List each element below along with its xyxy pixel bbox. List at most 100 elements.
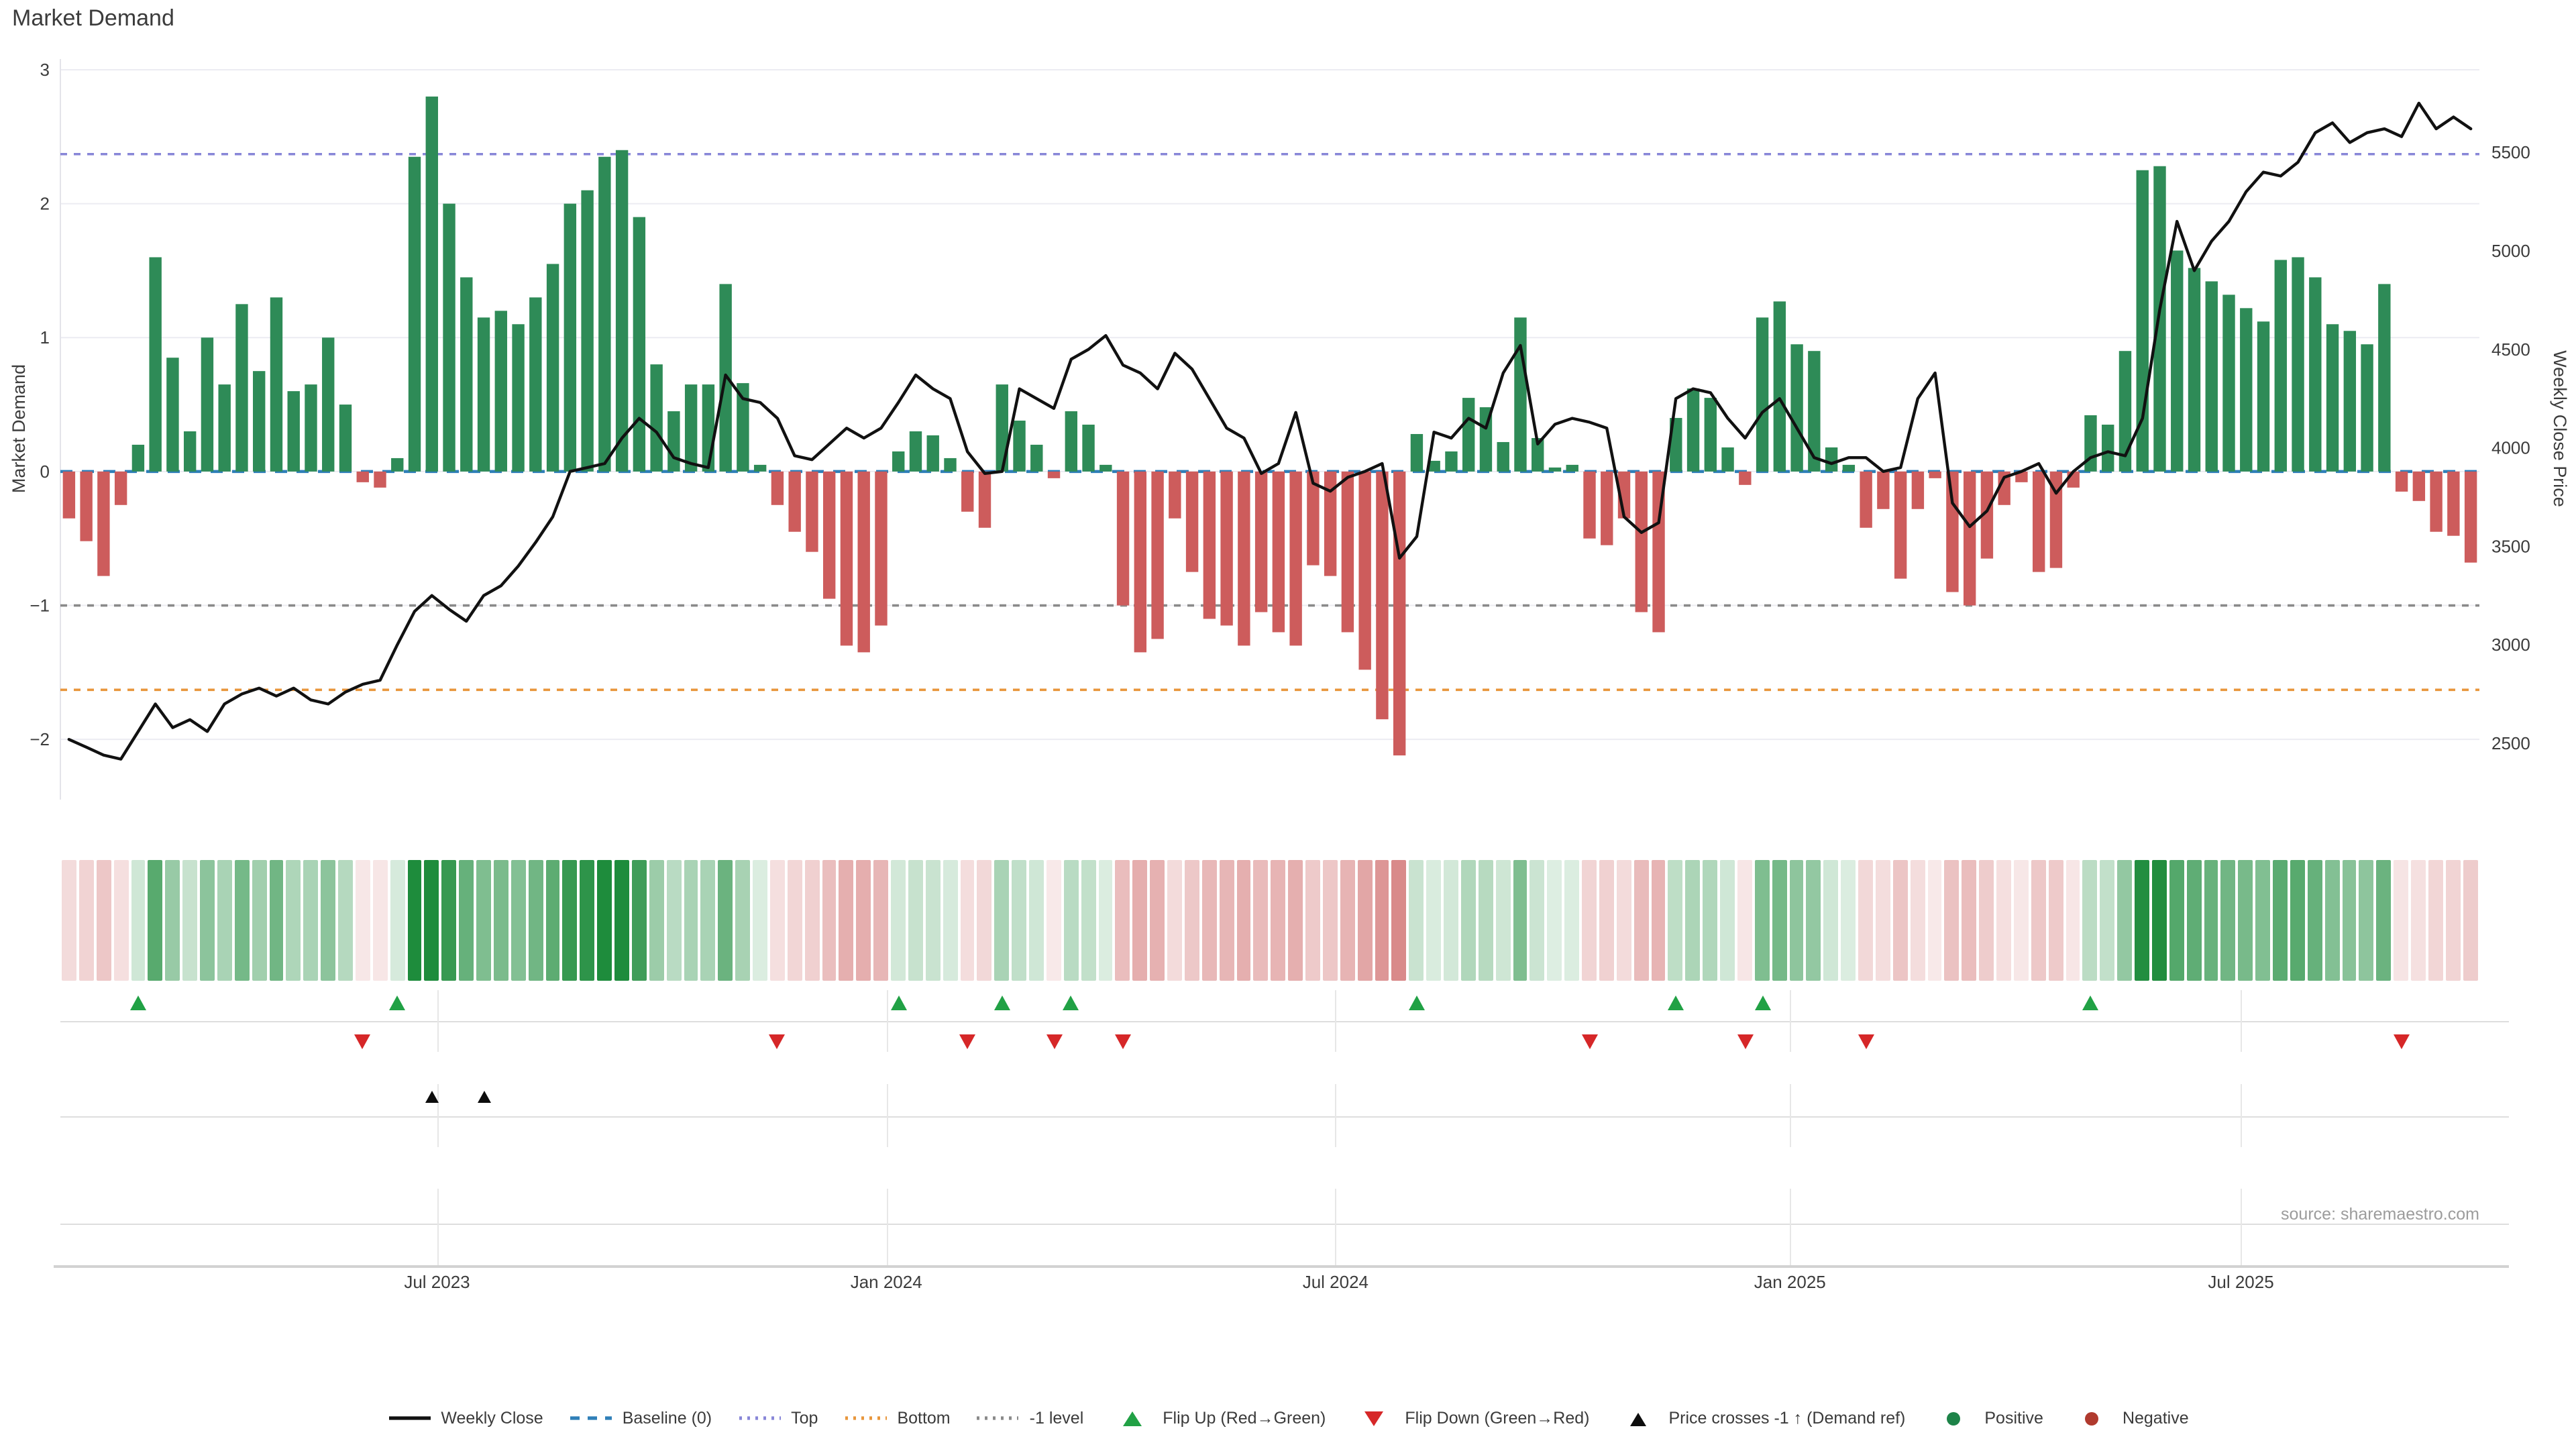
heat-cell[interactable]: [493, 860, 508, 981]
flip-up-marker[interactable]: [890, 996, 907, 1010]
heat-cell[interactable]: [2065, 860, 2080, 981]
demand-bar[interactable]: [667, 411, 680, 472]
demand-bar[interactable]: [1393, 471, 1406, 756]
heat-cell[interactable]: [1046, 860, 1061, 981]
demand-bar[interactable]: [996, 384, 1008, 472]
demand-bar[interactable]: [2447, 471, 2460, 536]
demand-bar[interactable]: [322, 337, 335, 472]
demand-bar[interactable]: [1548, 467, 1562, 472]
heat-cell[interactable]: [718, 860, 733, 981]
heat-cell[interactable]: [2238, 860, 2253, 981]
heat-cell[interactable]: [390, 860, 405, 981]
demand-bar[interactable]: [1583, 471, 1596, 539]
heat-cell[interactable]: [2342, 860, 2357, 981]
heat-cell[interactable]: [1322, 860, 1338, 981]
demand-bar[interactable]: [737, 383, 749, 472]
heat-cell[interactable]: [1772, 860, 1786, 981]
heat-cell[interactable]: [700, 860, 716, 981]
demand-bar[interactable]: [1911, 471, 1925, 509]
demand-bar[interactable]: [633, 217, 646, 472]
heat-cell[interactable]: [753, 860, 767, 981]
demand-bar[interactable]: [1428, 460, 1440, 472]
heat-cell[interactable]: [1616, 860, 1631, 981]
heat-cell[interactable]: [769, 860, 785, 981]
demand-bar[interactable]: [2309, 277, 2322, 472]
heat-cell[interactable]: [1668, 860, 1683, 981]
heat-cell[interactable]: [1529, 860, 1545, 981]
demand-bar[interactable]: [2102, 425, 2114, 472]
heat-cell[interactable]: [424, 860, 439, 981]
demand-bar[interactable]: [460, 277, 473, 472]
heat-cell[interactable]: [78, 860, 94, 981]
heat-cell[interactable]: [1892, 860, 1908, 981]
demand-bar[interactable]: [875, 471, 888, 626]
demand-bar[interactable]: [1756, 317, 1769, 472]
heat-cell[interactable]: [62, 860, 76, 981]
demand-bar[interactable]: [1254, 471, 1268, 612]
heat-cell[interactable]: [1184, 860, 1199, 981]
demand-bar[interactable]: [1601, 471, 1613, 545]
demand-bar[interactable]: [443, 203, 455, 472]
heat-cell[interactable]: [1823, 860, 1839, 981]
demand-bar[interactable]: [1358, 471, 1371, 670]
demand-bar[interactable]: [857, 471, 870, 653]
demand-bar[interactable]: [702, 384, 715, 472]
heat-cell[interactable]: [2255, 860, 2270, 981]
demand-bar[interactable]: [201, 337, 214, 472]
heat-cell[interactable]: [631, 860, 647, 981]
demand-bar[interactable]: [1514, 317, 1527, 472]
heat-cell[interactable]: [1996, 860, 2011, 981]
heat-cell[interactable]: [925, 860, 941, 981]
demand-bar[interactable]: [1963, 471, 1976, 606]
heat-cell[interactable]: [1858, 860, 1873, 981]
heat-cell[interactable]: [1444, 860, 1458, 981]
heat-cell[interactable]: [597, 860, 612, 981]
heat-cell[interactable]: [1547, 860, 1562, 981]
demand-bar[interactable]: [1376, 471, 1389, 720]
flip-down-marker[interactable]: [959, 1034, 976, 1049]
demand-bar[interactable]: [1670, 418, 1682, 472]
legend-item-1-level[interactable]: -1 level: [976, 1409, 1083, 1428]
heat-cell[interactable]: [1098, 860, 1113, 981]
heat-cell[interactable]: [2273, 860, 2288, 981]
demand-bar[interactable]: [650, 364, 663, 472]
heat-cell[interactable]: [234, 860, 250, 981]
heat-cell[interactable]: [1253, 860, 1269, 981]
heat-cell[interactable]: [1685, 860, 1701, 981]
heat-cell[interactable]: [441, 860, 457, 981]
heat-cell[interactable]: [977, 860, 992, 981]
flip-up-marker[interactable]: [1754, 996, 1771, 1010]
heat-cell[interactable]: [908, 860, 923, 981]
demand-bar[interactable]: [806, 471, 818, 552]
demand-bar[interactable]: [581, 190, 594, 472]
demand-bar[interactable]: [2032, 471, 2045, 572]
demand-bar[interactable]: [1445, 451, 1458, 472]
demand-bar[interactable]: [1203, 471, 1216, 619]
price-cross-marker[interactable]: [477, 1091, 491, 1103]
heat-cell[interactable]: [994, 860, 1010, 981]
heat-cell[interactable]: [839, 860, 854, 981]
demand-bar[interactable]: [2361, 344, 2373, 472]
heat-cell[interactable]: [2445, 860, 2461, 981]
demand-bar[interactable]: [1652, 471, 1665, 633]
demand-bar[interactable]: [1116, 471, 1130, 606]
demand-bar[interactable]: [477, 317, 490, 472]
heat-cell[interactable]: [303, 860, 319, 981]
demand-bar[interactable]: [408, 156, 421, 472]
demand-bar[interactable]: [374, 471, 386, 488]
heat-cell[interactable]: [459, 860, 474, 981]
demand-bar[interactable]: [2171, 250, 2184, 472]
demand-bar[interactable]: [1099, 464, 1112, 472]
legend-item-negative[interactable]: Negative: [2069, 1409, 2189, 1428]
heat-cell[interactable]: [1391, 860, 1407, 981]
heat-cell[interactable]: [1599, 860, 1614, 981]
heat-cell[interactable]: [1564, 860, 1579, 981]
heat-cell[interactable]: [1063, 860, 1079, 981]
heat-cell[interactable]: [891, 860, 906, 981]
heat-cell[interactable]: [2135, 860, 2149, 981]
demand-bar[interactable]: [1739, 471, 1752, 485]
heat-cell[interactable]: [113, 860, 128, 981]
demand-bar[interactable]: [235, 304, 248, 472]
demand-bar[interactable]: [97, 471, 110, 576]
heat-cell[interactable]: [1236, 860, 1251, 981]
